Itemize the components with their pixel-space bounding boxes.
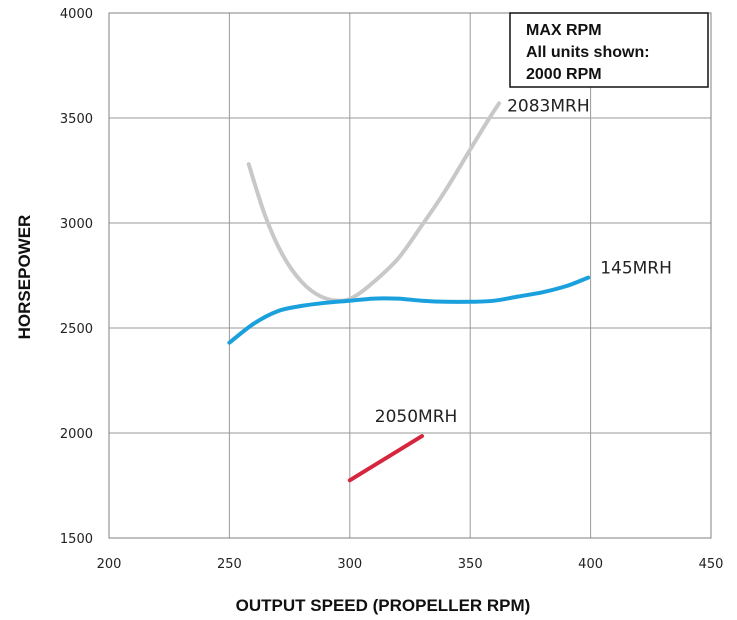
series-label-2050mrh: 2050MRH <box>375 407 458 427</box>
series-line-2050mrh <box>347 434 424 483</box>
annotation-line-2: All units shown: <box>526 44 650 61</box>
y-tick-label: 1500 <box>60 532 93 547</box>
x-tick-label: 400 <box>578 557 603 572</box>
series-label-2083mrh: 2083MRH <box>507 96 590 116</box>
x-axis-title: OUTPUT SPEED (PROPELLER RPM) <box>236 596 531 615</box>
series-line-2083mrh <box>246 101 502 303</box>
annotation-line-3: 2000 RPM <box>526 66 602 83</box>
x-tick-label: 450 <box>699 557 724 572</box>
series-lines <box>227 101 591 483</box>
annotation-line-1: MAX RPM <box>526 22 602 39</box>
y-tick-labels: 1500 2000 2500 3000 3500 4000 <box>60 7 93 547</box>
y-tick-label: 4000 <box>60 7 93 22</box>
x-tick-label: 200 <box>97 557 122 572</box>
y-axis-title: HORSEPOWER <box>15 215 34 340</box>
max-rpm-annotation-box: MAX RPM All units shown: 2000 RPM <box>509 12 709 88</box>
x-tick-label: 350 <box>458 557 483 572</box>
plot-area-frame <box>108 12 712 539</box>
y-tick-label: 2000 <box>60 427 93 442</box>
y-tick-label: 3000 <box>60 217 93 232</box>
x-tick-label: 300 <box>337 557 362 572</box>
x-tick-labels: 200 250 300 350 400 450 <box>97 557 724 572</box>
series-labels: 2083MRH 145MRH 2050MRH <box>375 96 672 427</box>
series-label-145mrh: 145MRH <box>600 259 672 279</box>
y-tick-label: 3500 <box>60 112 93 127</box>
annotation-box-border <box>509 12 709 88</box>
y-tick-label: 2500 <box>60 322 93 337</box>
x-tick-label: 250 <box>217 557 242 572</box>
series-line-145mrh <box>227 275 591 345</box>
